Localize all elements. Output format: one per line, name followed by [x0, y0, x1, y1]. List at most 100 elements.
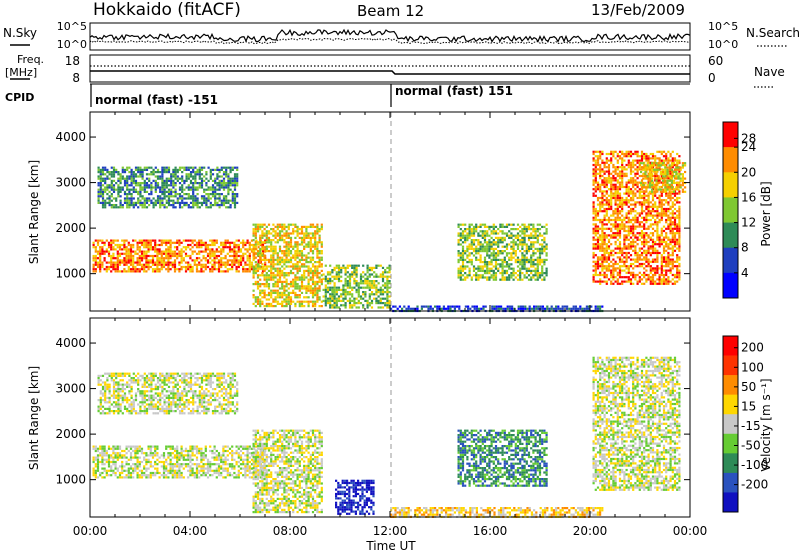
- velocity-colorbar-swatch-3: [723, 394, 738, 415]
- velocity-colorbar-swatch-1: [723, 355, 738, 376]
- velocity-region-1: [92, 445, 267, 479]
- velocity-ytick-label-2: 3000: [55, 382, 86, 396]
- power-region-1: [92, 239, 267, 273]
- power-colorbar-label: Power [dB]: [759, 181, 773, 246]
- velocity-y-ticks: 1000 2000 3000 4000: [55, 336, 690, 487]
- noise-panel-frame: [89, 22, 691, 51]
- velocity-colorbar-label: Velocity [m s⁻¹]: [759, 378, 773, 471]
- beam-title: Beam 12: [357, 2, 424, 20]
- velocity-region-0: [97, 372, 239, 415]
- velocity-heatmap: [92, 356, 681, 518]
- noise-right-label: N.Search: [746, 26, 800, 40]
- velocity-colorbar-swatch-0: [723, 336, 738, 356]
- velocity-colorbar-tick-label-7: -200: [741, 478, 768, 492]
- power-y-ticks: 1000 2000 3000 4000: [55, 130, 690, 281]
- power-region-5: [457, 223, 548, 281]
- velocity-ytick-label-3: 4000: [55, 336, 86, 350]
- power-region-2: [252, 223, 323, 308]
- power-colorbar-tick-label-6: 28: [741, 131, 756, 145]
- velocity-region-3: [335, 479, 375, 515]
- power-colorbar-tick-label-5: 24: [741, 140, 756, 154]
- power-colorbar-frame: [722, 121, 739, 299]
- velocity-colorbar-tick-label-2: 50: [741, 380, 756, 394]
- noise-left-tick-bottom: 10^0: [57, 38, 87, 51]
- power-colorbar-swatch-5: [723, 247, 738, 274]
- noise-sky-trace: [89, 28, 691, 43]
- x-tick-label-3: 12:00: [373, 524, 408, 538]
- velocity-colorbar-swatch-7: [723, 472, 738, 493]
- power-colorbar-tick-label-1: 8: [741, 241, 749, 255]
- freq-trace: [90, 70, 690, 75]
- date-title: 13/Feb/2009: [591, 1, 685, 19]
- x-tick-labels: 00:00 04:00 08:00 12:00 16:00 20:00 00:00: [73, 524, 708, 538]
- noise-left-tick-top: 10^5: [57, 20, 87, 33]
- velocity-ytick-label-1: 2000: [55, 427, 86, 441]
- power-colorbar-tick-label-0: 4: [741, 266, 749, 280]
- power-colorbar-swatch-1: [723, 147, 738, 173]
- power-region-3: [322, 264, 391, 309]
- power-colorbar-tick-label-3: 16: [741, 190, 756, 204]
- x-tick-label-5: 20:00: [573, 524, 608, 538]
- freq-label-2: [MHz]: [5, 66, 37, 79]
- power-ytick-label-2: 3000: [55, 176, 86, 190]
- x-tick-label-6: 00:00: [673, 524, 708, 538]
- velocity-colorbar: 200 100 50 15 -15 -50 -100 -200: [722, 335, 768, 513]
- power-colorbar-swatch-4: [723, 222, 738, 249]
- velocity-colorbar-tick-label-3: 15: [741, 399, 756, 413]
- velocity-region-2: [252, 429, 323, 514]
- power-x-ticks: [89, 112, 691, 311]
- velocity-colorbar-tick-label-6: -100: [741, 458, 768, 472]
- noise-right-tick-bottom: 10^0: [708, 38, 738, 51]
- power-y-axis-label: Slant Range [km]: [27, 160, 41, 264]
- freq-tick-bottom: 8: [72, 71, 80, 85]
- velocity-region-4: [390, 507, 604, 518]
- velocity-region-5: [457, 429, 548, 487]
- noise-right-tick-top: 10^5: [708, 20, 738, 33]
- velocity-colorbar-swatch-4: [723, 414, 738, 435]
- power-colorbar-swatch-0: [723, 122, 738, 148]
- velocity-region-6: [592, 356, 681, 491]
- velocity-colorbar-swatch-6: [723, 453, 738, 474]
- freq-tick-top: 18: [65, 54, 80, 68]
- station-title: Hokkaido (fitACF): [93, 0, 241, 20]
- velocity-colorbar-swatch-5: [723, 433, 738, 454]
- velocity-x-ticks: [89, 318, 691, 517]
- x-tick-label-0: 00:00: [73, 524, 108, 538]
- cpid-label: CPID: [5, 91, 34, 104]
- nave-label: Nave: [754, 65, 785, 79]
- x-tick-label-1: 04:00: [173, 524, 208, 538]
- x-tick-label-4: 16:00: [473, 524, 508, 538]
- x-axis-label: Time UT: [365, 539, 416, 553]
- cpid-segment-2: normal (fast) 151: [395, 84, 513, 98]
- power-region-0: [97, 166, 239, 209]
- power-ytick-label-0: 1000: [55, 267, 86, 281]
- power-colorbar-swatch-6: [723, 272, 738, 299]
- velocity-colorbar-swatch-2: [723, 375, 738, 395]
- freq-label-1: Freq.: [17, 53, 44, 66]
- velocity-colorbar-tick-label-5: -50: [741, 439, 761, 453]
- velocity-colorbar-tick-label-4: -15: [741, 419, 761, 433]
- velocity-colorbar-tick-label-1: 100: [741, 360, 764, 374]
- velocity-colorbar-tick-label-0: 200: [741, 341, 764, 355]
- power-heatmap: [92, 150, 687, 313]
- freq-panel-frame: [89, 54, 691, 83]
- nave-tick-bottom: 0: [708, 71, 716, 85]
- power-colorbar-swatch-2: [723, 172, 738, 198]
- noise-left-label: N.Sky: [3, 26, 37, 40]
- velocity-ytick-label-0: 1000: [55, 473, 86, 487]
- x-tick-label-2: 08:00: [273, 524, 308, 538]
- cpid-segment-1: normal (fast) -151: [95, 93, 218, 107]
- nave-tick-top: 60: [708, 54, 723, 68]
- power-region-7: [640, 162, 687, 193]
- power-colorbar-swatch-3: [723, 197, 738, 223]
- power-colorbar-tick-label-4: 20: [741, 165, 756, 179]
- noise-search-trace: [89, 37, 691, 45]
- velocity-y-axis-label: Slant Range [km]: [27, 366, 41, 470]
- power-colorbar-tick-label-2: 12: [741, 216, 756, 230]
- power-ytick-label-3: 4000: [55, 130, 86, 144]
- velocity-colorbar-frame: [722, 335, 739, 513]
- velocity-colorbar-swatch-8: [723, 492, 738, 513]
- power-ytick-label-1: 2000: [55, 221, 86, 235]
